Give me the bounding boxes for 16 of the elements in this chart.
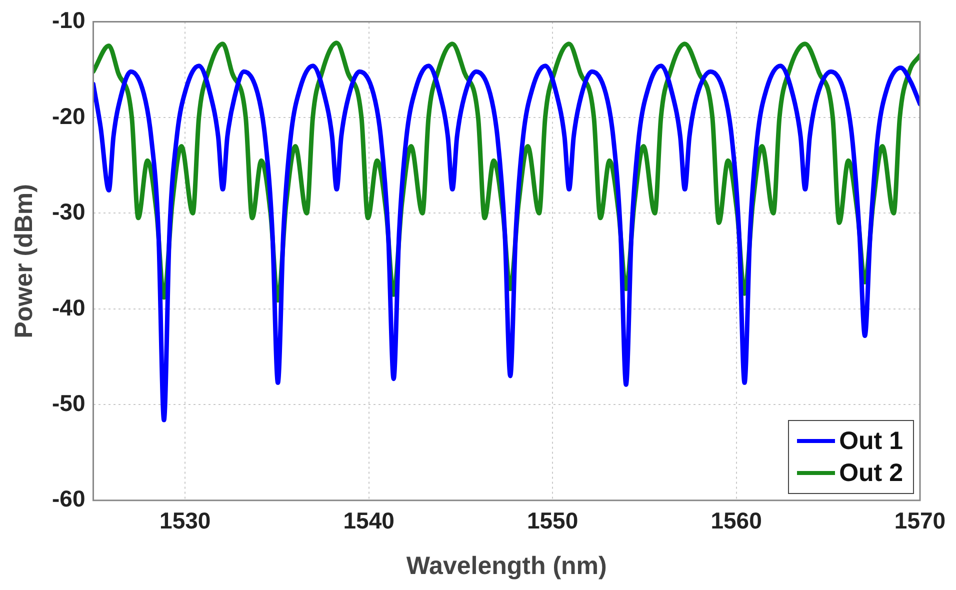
y-tick-label: -10: [52, 7, 86, 34]
x-tick-label: 1540: [343, 508, 394, 534]
x-tick-label: 1560: [710, 508, 762, 534]
legend-label: Out 1: [839, 426, 903, 458]
y-tick-label: -30: [52, 198, 86, 225]
x-tick-label: 1550: [526, 508, 578, 534]
x-tick-label: 1570: [894, 508, 946, 534]
legend-label: Out 2: [839, 458, 903, 490]
y-tick-label: -60: [52, 486, 86, 512]
y-axis-title: Power (dBm): [10, 184, 38, 338]
line-series: [93, 64, 920, 422]
x-axis-title: Wavelength (nm): [406, 552, 607, 580]
y-tick-label: -50: [52, 390, 86, 416]
y-tick-label: -40: [52, 294, 86, 320]
x-tick-label: 1530: [160, 508, 211, 534]
y-tick-label: -20: [52, 102, 86, 129]
